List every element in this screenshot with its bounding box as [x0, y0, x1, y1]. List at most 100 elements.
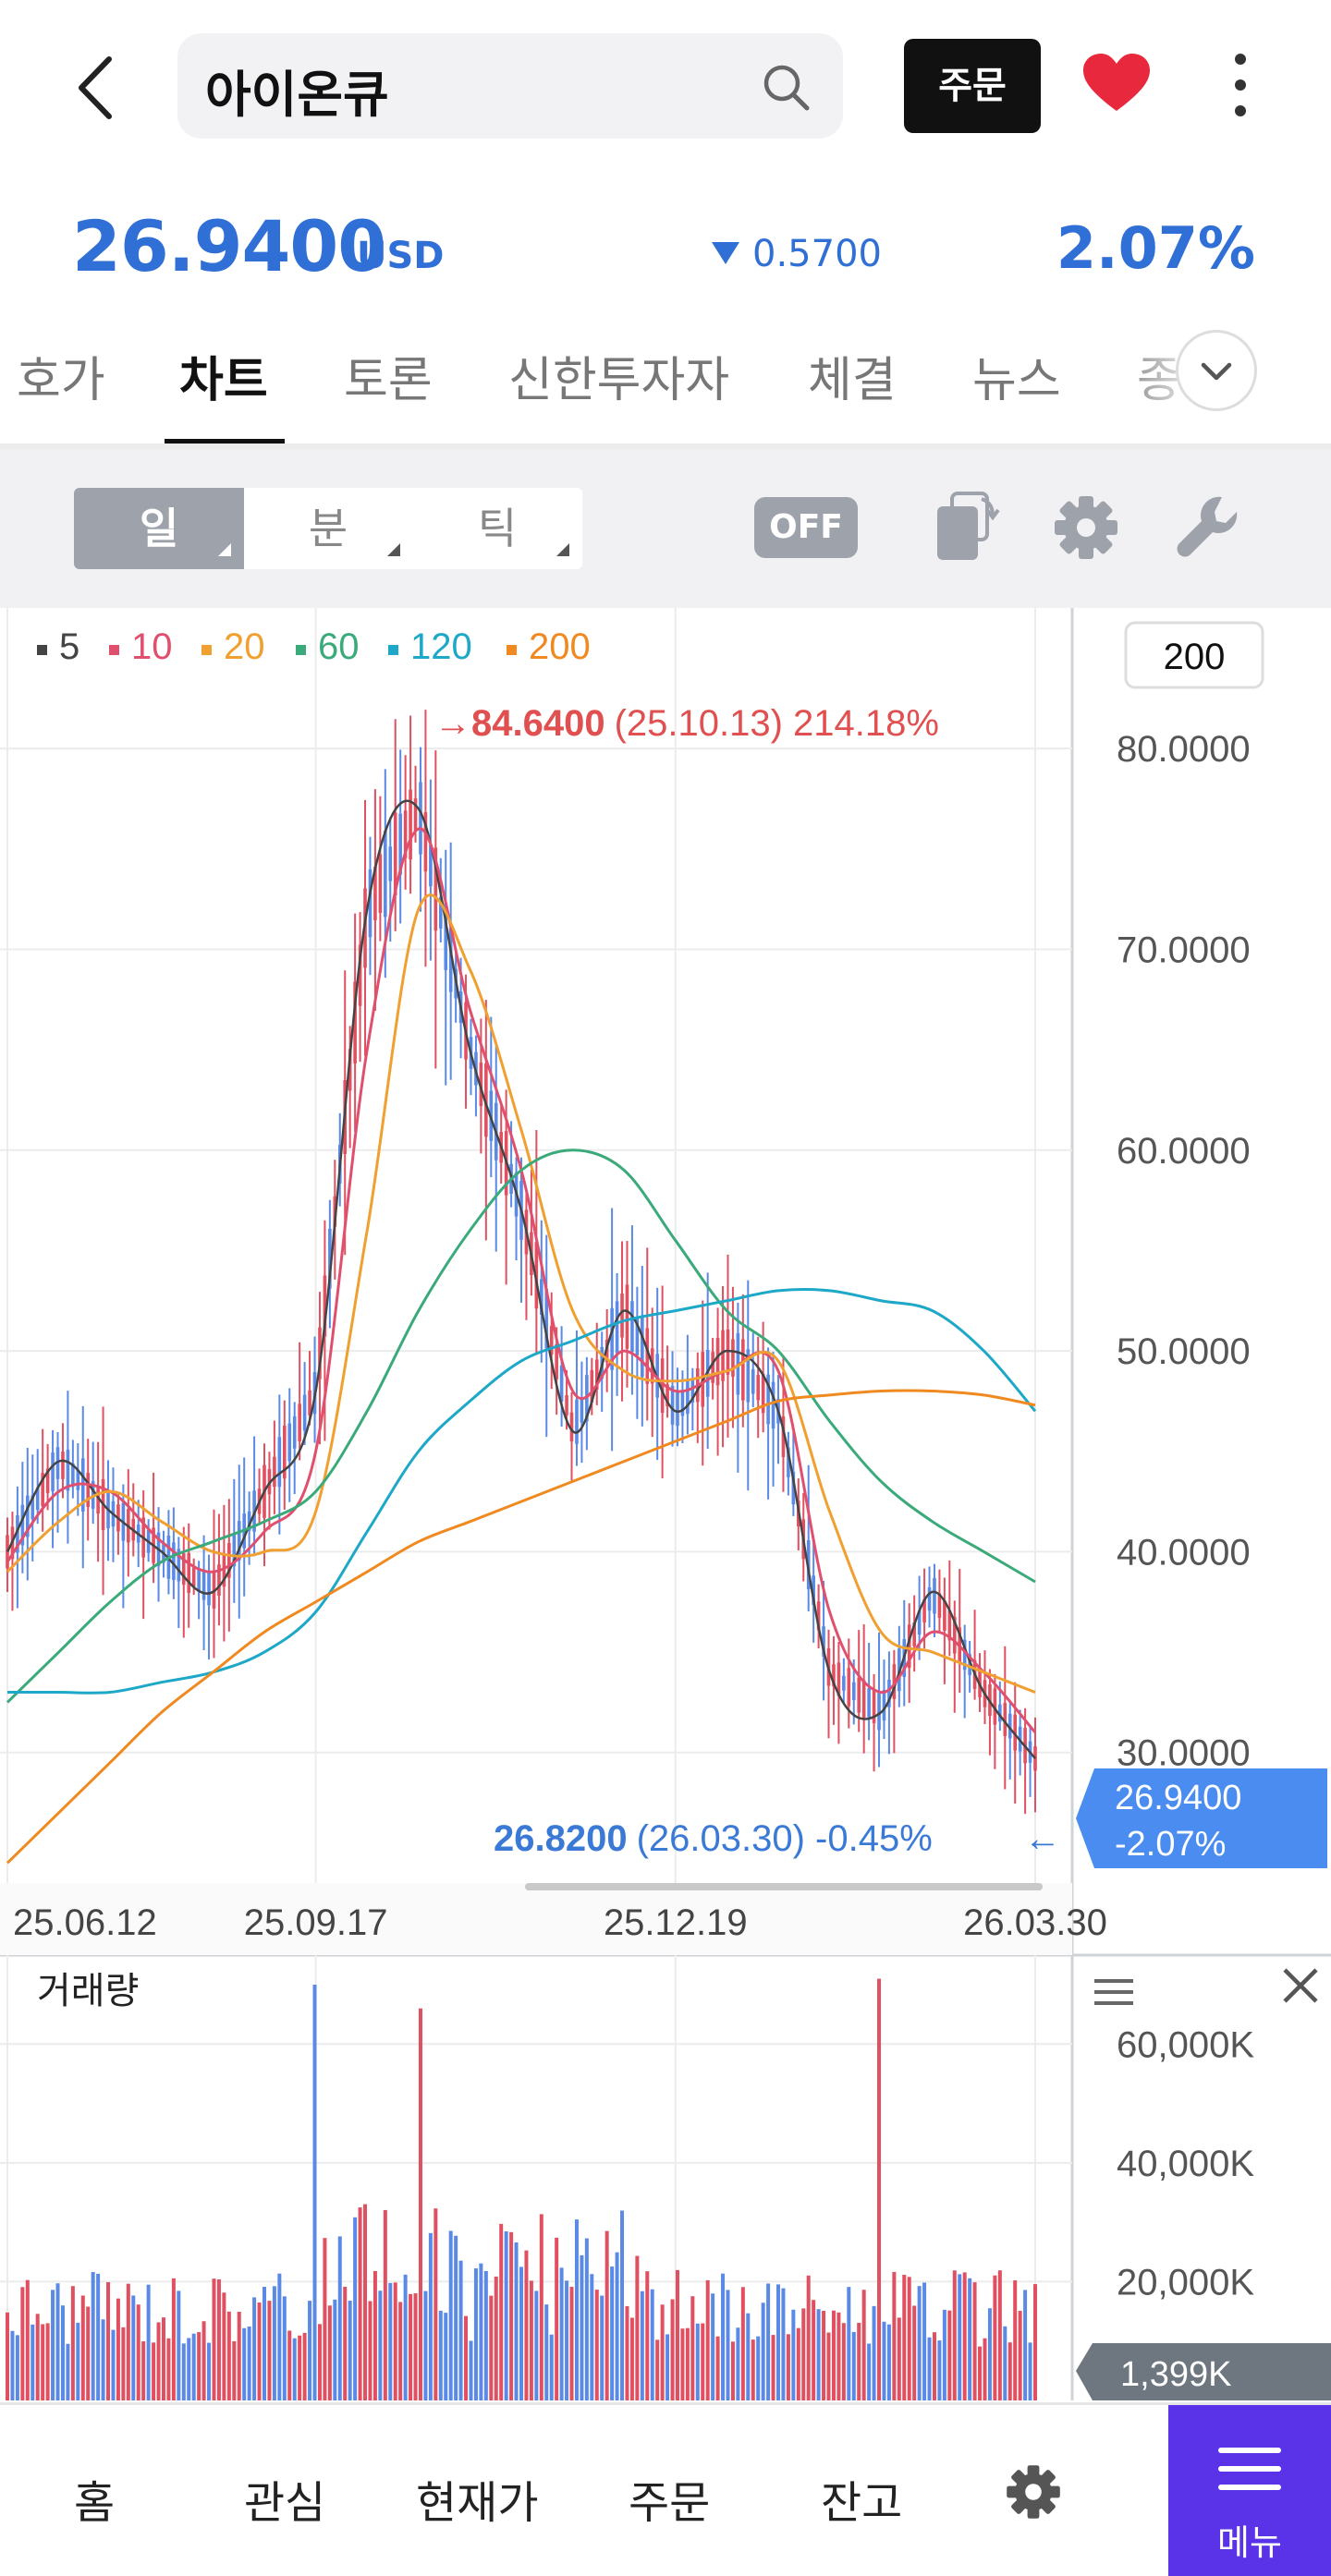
period-tick[interactable]: 틱	[412, 488, 582, 569]
volume-bar	[10, 2330, 15, 2400]
volume-bar	[317, 2324, 322, 2400]
candle-body	[201, 1569, 206, 1600]
menu-button[interactable]: 메뉴	[1168, 2405, 1331, 2576]
gear-icon[interactable]	[1044, 486, 1128, 569]
candle-body	[283, 1426, 287, 1479]
copy-icon[interactable]	[924, 486, 1007, 569]
legend-swatch	[201, 645, 212, 655]
volume-bar	[232, 2340, 237, 2400]
volume-bar	[327, 2305, 332, 2400]
wrench-icon[interactable]	[1168, 486, 1252, 569]
volume-bar	[388, 2282, 393, 2400]
volume-bar	[257, 2303, 262, 2400]
candle-body	[861, 1680, 866, 1719]
current-price-tag-pct: -2.07%	[1115, 1825, 1226, 1864]
candle-body	[594, 1359, 599, 1390]
period-selector: 일 분 틱	[74, 488, 582, 569]
gear-icon[interactable]	[1000, 2459, 1067, 2525]
high-detail: (25.10.13) 214.18%	[615, 703, 939, 744]
volume-bar	[70, 2286, 75, 2400]
volume-bar	[1033, 2284, 1037, 2400]
candle-body	[181, 1553, 186, 1586]
volume-bar	[1007, 2342, 1012, 2400]
volume-bar	[444, 2313, 448, 2400]
period-day[interactable]: 일	[74, 488, 244, 569]
volume-bar	[212, 2278, 216, 2400]
legend-ma120: 120	[410, 626, 472, 667]
tabs-expand-button[interactable]	[1176, 330, 1257, 411]
candle-body	[857, 1677, 861, 1713]
nav-watchlist[interactable]: 관심	[244, 2477, 326, 2529]
candle-body	[741, 1339, 745, 1401]
candle-body	[645, 1328, 650, 1384]
candle-body	[358, 944, 362, 1006]
nav-current-price[interactable]: 현재가	[416, 2477, 539, 2529]
candle-body	[751, 1369, 755, 1394]
y-tick-label: 50.0000	[1117, 1331, 1251, 1372]
candle-body	[448, 928, 453, 992]
volume-bar	[751, 2339, 755, 2400]
candle-body	[247, 1511, 251, 1531]
more-icon[interactable]	[1220, 48, 1261, 122]
candle-body	[373, 866, 377, 921]
volume-bar	[701, 2323, 705, 2400]
nav-order[interactable]: 주문	[629, 2477, 711, 2529]
tab-chart[interactable]: 차트	[179, 353, 268, 408]
tab-hoga[interactable]: 호가	[17, 353, 105, 408]
volume-bar	[615, 2252, 619, 2400]
volume-bar	[409, 2293, 413, 2400]
volume-bar	[776, 2284, 780, 2400]
order-button[interactable]: 주문	[904, 39, 1041, 133]
search-icon[interactable]	[760, 61, 812, 113]
list-icon[interactable]	[1094, 1979, 1133, 2005]
candle-body	[191, 1567, 196, 1586]
volume-bar	[872, 2305, 876, 2400]
legend-ma5: 5	[59, 626, 79, 667]
candle-body	[872, 1690, 876, 1724]
candle-body	[197, 1569, 201, 1593]
nav-balance[interactable]: 잔고	[821, 2477, 903, 2529]
nav-home[interactable]: 홈	[74, 2477, 116, 2529]
volume-bar	[902, 2275, 907, 2400]
volume-bar	[736, 2327, 740, 2400]
hamburger-icon	[1218, 2448, 1281, 2490]
volume-bar	[826, 2332, 831, 2400]
volume-bar	[6, 2312, 9, 2400]
volume-bar	[1023, 2290, 1028, 2400]
volume-tick-label: 60,000K	[1117, 2024, 1254, 2065]
candle-body	[731, 1339, 735, 1378]
volume-bar	[580, 2254, 584, 2400]
price-chart[interactable]: 80.0000 70.0000 60.0000 50.0000 40.0000 30.00…	[0, 608, 1331, 2400]
tab-news[interactable]: 뉴스	[972, 353, 1061, 408]
down-triangle-icon	[712, 242, 739, 264]
volume-bar	[222, 2292, 226, 2400]
volume-bar	[610, 2266, 615, 2400]
volume-bar	[867, 2343, 872, 2400]
candle-body	[353, 981, 357, 1063]
volume-bar	[705, 2279, 710, 2400]
tab-trades[interactable]: 체결	[808, 353, 897, 408]
tab-forum[interactable]: 토론	[344, 353, 433, 408]
volume-bar	[403, 2274, 408, 2400]
back-icon[interactable]	[65, 46, 129, 129]
candle-body	[544, 1288, 549, 1349]
range-box[interactable]	[1124, 621, 1264, 689]
currency-label: USD	[357, 235, 445, 277]
volume-bar	[181, 2343, 186, 2400]
chart-canvas[interactable]: 80.0000 70.0000 60.0000 50.0000 40.0000 30.00…	[0, 608, 1331, 2400]
tab-shinhan-investor[interactable]: 신한투자자	[508, 353, 730, 408]
period-minute[interactable]: 분	[243, 488, 413, 569]
candle-body	[816, 1601, 821, 1631]
heart-icon[interactable]	[1081, 52, 1152, 115]
volume-bar	[121, 2327, 126, 2400]
candle-body	[615, 1301, 619, 1354]
chart-scrollbar[interactable]	[525, 1883, 1043, 1890]
candle-body	[993, 1688, 997, 1725]
candle-body	[842, 1675, 846, 1691]
volume-bar	[298, 2335, 302, 2400]
volume-title: 거래량	[37, 1971, 139, 2011]
off-toggle[interactable]: OFF	[754, 497, 858, 558]
close-icon[interactable]	[1283, 1968, 1318, 2003]
candle-body	[217, 1564, 221, 1596]
search-input[interactable]: 아이온큐	[177, 33, 843, 139]
